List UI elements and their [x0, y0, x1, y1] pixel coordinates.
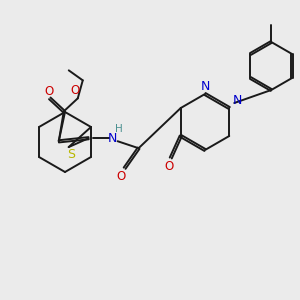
Text: N: N: [232, 94, 242, 107]
Text: N: N: [200, 80, 210, 94]
Text: N: N: [108, 132, 117, 145]
Text: O: O: [116, 170, 125, 183]
Text: O: O: [70, 84, 80, 97]
Text: O: O: [44, 85, 53, 98]
Text: O: O: [164, 160, 173, 172]
Text: H: H: [115, 124, 122, 134]
Text: S: S: [67, 148, 75, 160]
